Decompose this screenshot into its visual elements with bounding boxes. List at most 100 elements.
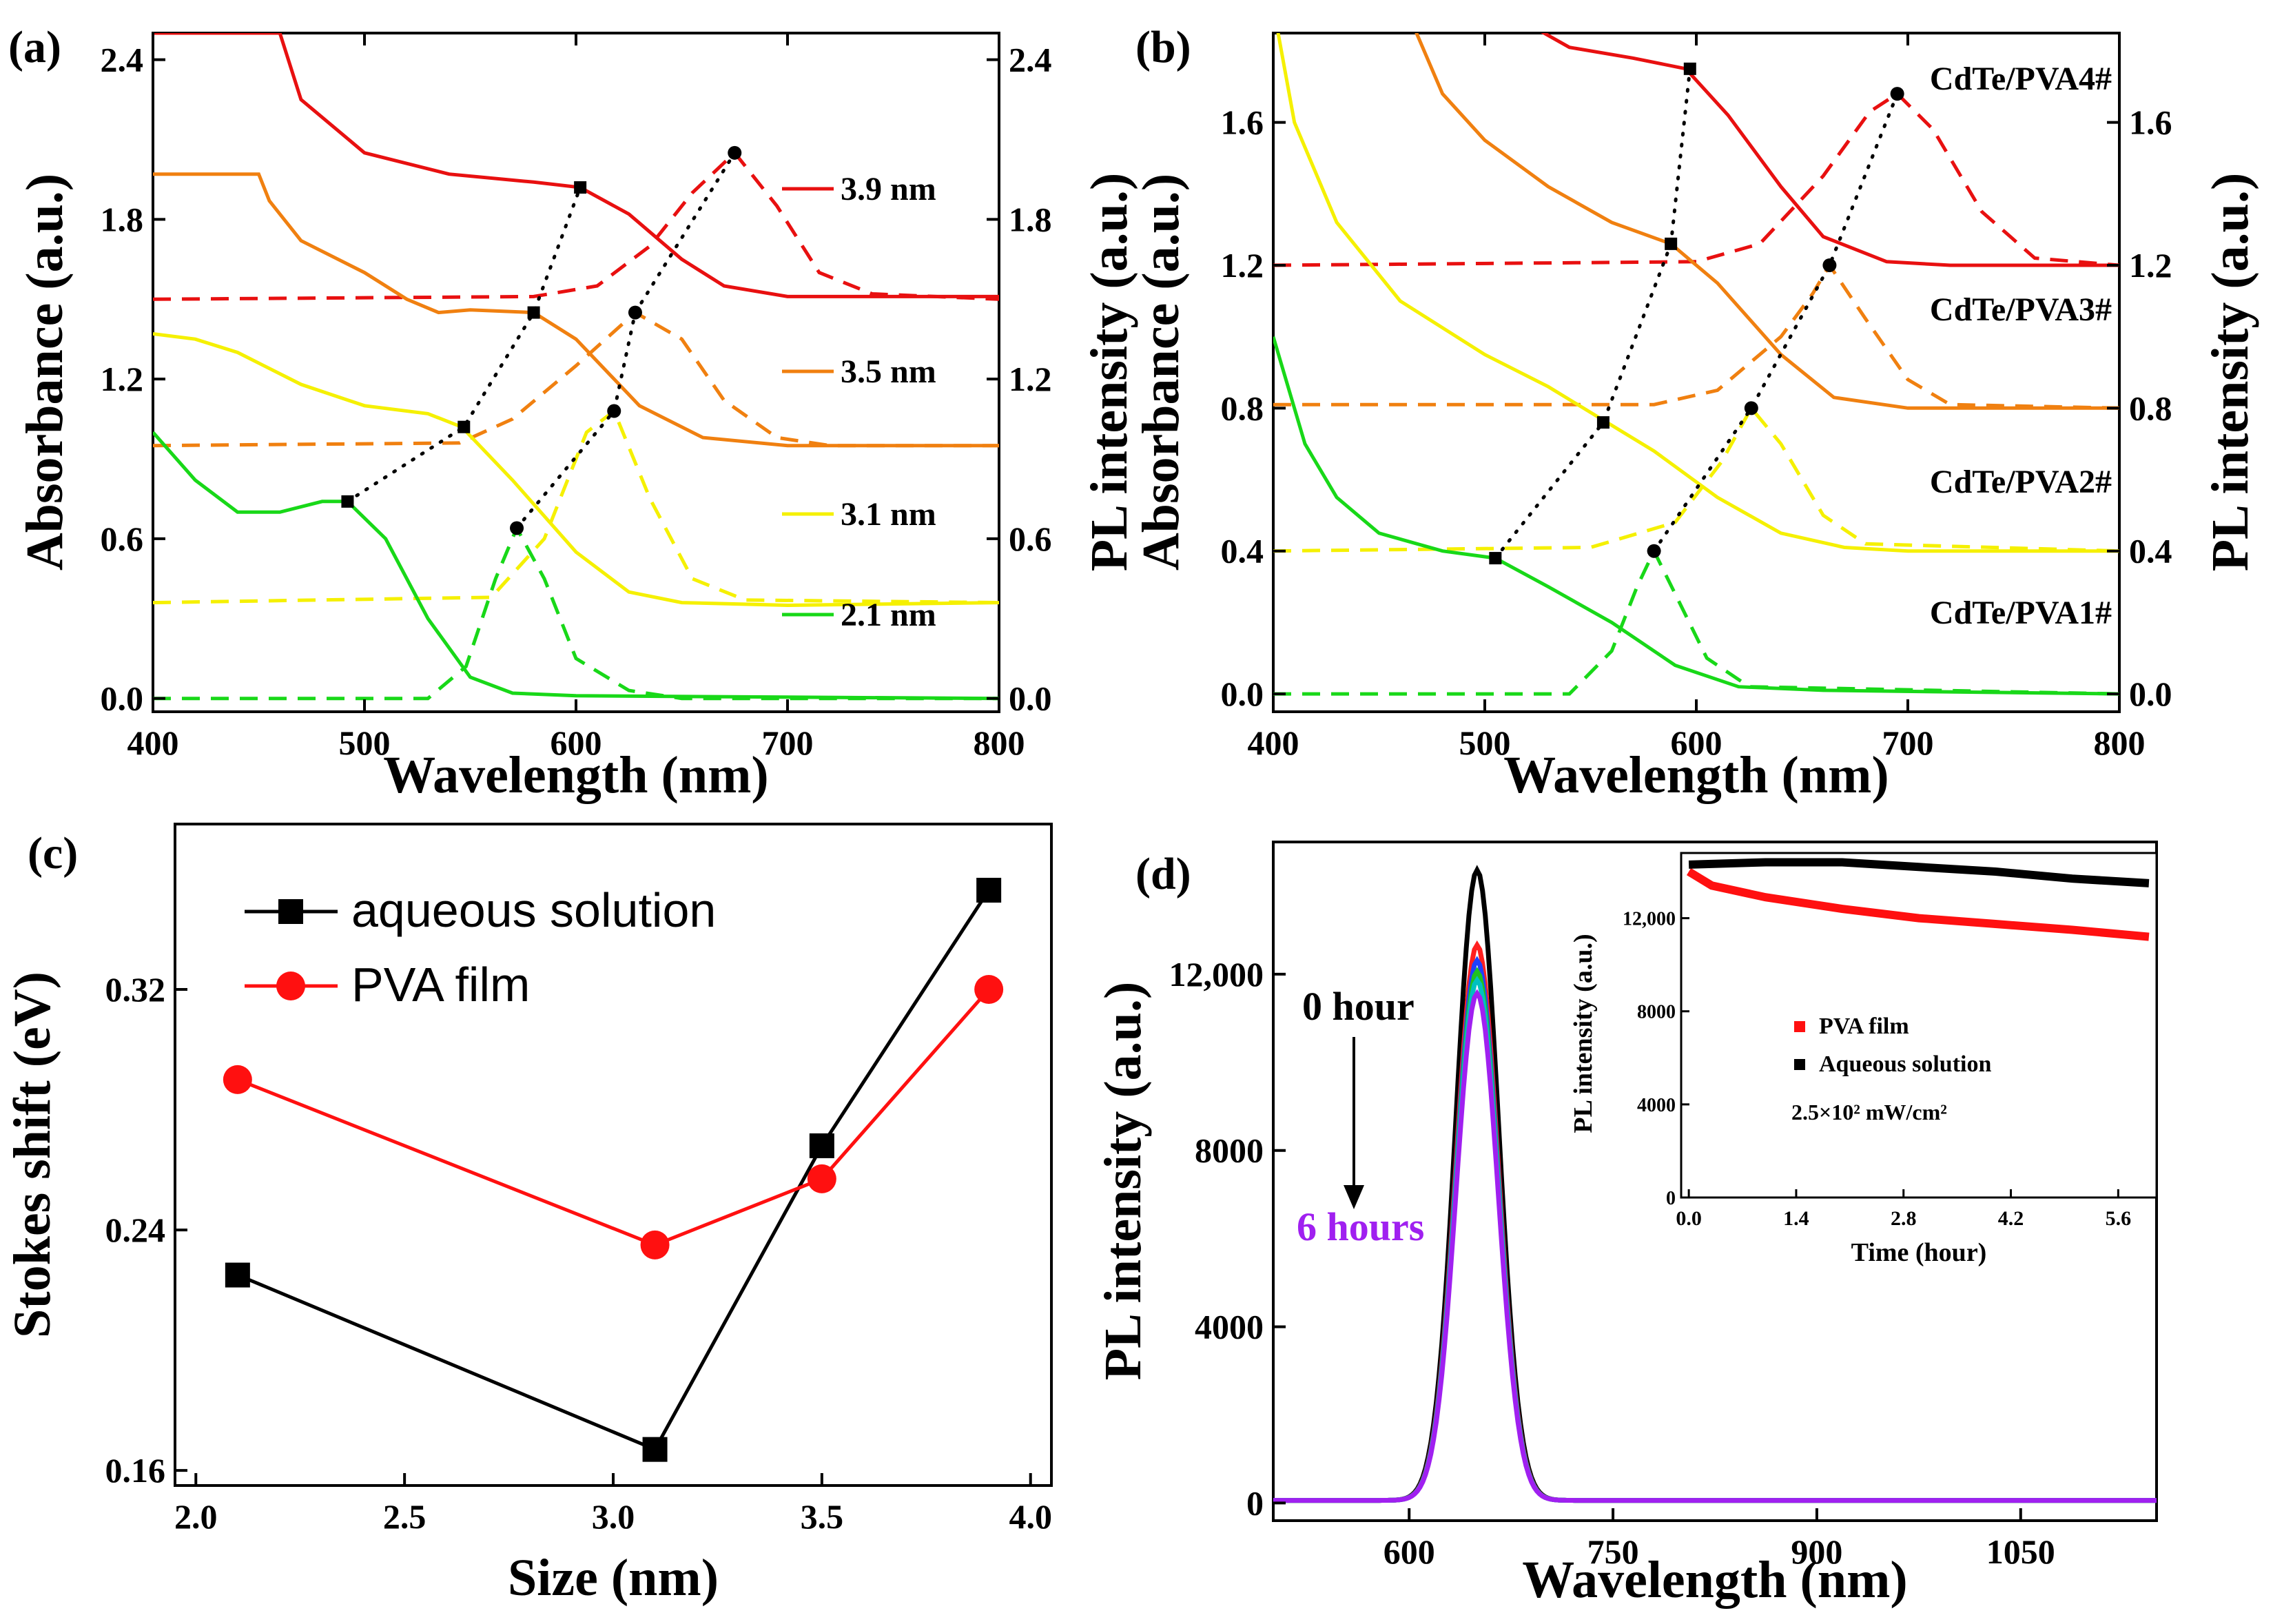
panel-a-y-tick-label: 0.6 — [101, 520, 144, 558]
panel-c-legend-label-1: PVA film — [351, 958, 530, 1011]
panel-b-absorption-peak-trend — [1493, 67, 1692, 560]
panel-d: (d) 600 750 900 1050 0 4000 8000 12,000 Wavelen… — [1094, 841, 2158, 1609]
panel-c-series-line-0 — [236, 889, 991, 1452]
panel-b-absorption-peak-marker-3 — [1683, 62, 1696, 75]
time-start-annotation: 0 hour — [1302, 984, 1415, 1029]
panel-d-y-tick-label: 4000 — [1195, 1308, 1264, 1346]
panel-b-emission-peak-marker-2 — [1822, 258, 1837, 272]
panel-c-series-line-1 — [236, 988, 990, 1247]
panel-d-spectrum-5 — [1273, 989, 2157, 1503]
panel-a-absorption-peak-marker-3 — [574, 181, 587, 194]
panel-c-legend-marker-0 — [278, 899, 303, 924]
panel-a-absorption-peak-marker-0 — [341, 495, 354, 508]
panel-a-legend-label-0: 3.9 nm — [841, 171, 936, 207]
panel-a-label: (a) — [8, 22, 61, 72]
panel-a-y-right-tick-label: 1.2 — [1009, 360, 1052, 398]
panel-b-emission-peak-marker-0 — [1647, 544, 1661, 558]
panel-c-y-tick-label: 0.16 — [105, 1451, 166, 1490]
panel-d-y-tick-label: 12,000 — [1169, 955, 1264, 994]
panel-b-absorbance-curve-0 — [1540, 33, 2119, 267]
inset-ticks: 0.0 1.4 2.8 4.2 5.6 0 4000 8000 12,000 — [1623, 909, 2131, 1230]
panel-a-absorption-peak-marker-1 — [457, 420, 471, 433]
panel-c-y-axis-label: Stokes shift (eV) — [3, 972, 61, 1338]
panel-a-y-axis-label: Absorbance (a.u.) — [16, 174, 74, 571]
panel-c-marker-1-3 — [974, 975, 1004, 1004]
inset-x-tick-label: 4.2 — [1998, 1207, 2024, 1230]
panel-b-pl-curve-0 — [1273, 91, 2119, 267]
inset-y-tick-label: 8000 — [1637, 1002, 1676, 1023]
panel-a-absorption-peak-trend — [345, 185, 582, 504]
panel-a-legend-label-1: 3.5 nm — [841, 353, 936, 390]
panel-d-label: (d) — [1135, 849, 1191, 899]
panel-c: (c) 2.0 2.5 3.0 3.5 4.0 0.16 0.24 0.32 Size (nm… — [3, 823, 1053, 1607]
panel-b-y-right-tick-label: 0.0 — [2129, 675, 2172, 713]
inset-legend-marker-1 — [1794, 1059, 1805, 1070]
inset-axes-frame — [1680, 852, 2158, 1199]
panel-a-emission-peak-marker-2 — [628, 305, 642, 320]
panel-c-marker-0-1 — [642, 1437, 668, 1462]
inset-legend-marker-0 — [1794, 1021, 1805, 1032]
inset-y-axis-label: PL intensity (a.u.) — [1569, 934, 1598, 1133]
panel-b-legend-label-0: CdTe/PVA4# — [1930, 61, 2112, 97]
panel-b-y-right-tick-label: 1.2 — [2129, 246, 2172, 285]
panel-a-x-tick-label: 600 — [551, 723, 602, 762]
panel-d-x-tick-label: 1050 — [1986, 1532, 2055, 1571]
inset-y-tick-label: 4000 — [1637, 1095, 1676, 1116]
inset-plot-area — [1686, 858, 2150, 941]
panel-a-y-tick-label: 1.2 — [101, 360, 144, 398]
panel-d-x-tick-label: 600 — [1384, 1532, 1435, 1571]
panel-b: (b) 400 500 600 700 800 0.0 0.4 0.8 1.2 1.6 0.0 0.4… — [1132, 22, 2259, 804]
panel-a-plot-area — [153, 33, 999, 701]
panel-a-y-right-tick-label: 1.8 — [1009, 200, 1052, 238]
panel-b-absorption-peak-marker-2 — [1665, 237, 1678, 250]
panel-b-x-tick-label: 700 — [1882, 723, 1934, 762]
panel-b-y-tick-label: 0.0 — [1221, 675, 1264, 713]
panel-b-emission-peak-marker-1 — [1744, 401, 1758, 415]
panel-b-legend-label-2: CdTe/PVA2# — [1930, 464, 2112, 500]
panel-a-pl-curve-3 — [153, 524, 999, 701]
panel-c-x-tick-label: 3.0 — [592, 1497, 635, 1536]
panel-d-y-tick-label: 0 — [1246, 1483, 1264, 1522]
panel-b-absorption-peak-marker-1 — [1596, 416, 1609, 429]
panel-c-marker-0-0 — [225, 1262, 250, 1288]
inset-x-tick-label: 0.0 — [1676, 1207, 1702, 1230]
panel-c-marker-1-1 — [640, 1230, 670, 1260]
panel-a-pl-curve-0 — [153, 150, 999, 301]
panel-b-x-tick-label: 500 — [1459, 723, 1511, 762]
inset-x-axis-label: Time (hour) — [1851, 1238, 1987, 1267]
panel-a-pl-curve-1 — [153, 310, 999, 448]
panel-c-x-tick-label: 4.0 — [1009, 1497, 1052, 1536]
panel-b-emission-peak-trend — [1652, 92, 1900, 553]
panel-c-marker-1-0 — [223, 1065, 252, 1094]
inset-x-tick-label: 1.4 — [1783, 1207, 1809, 1230]
panel-b-absorption-peak-marker-0 — [1489, 552, 1502, 565]
panel-b-pl-curve-2 — [1273, 404, 2119, 553]
panel-c-x-tick-label: 2.5 — [383, 1497, 426, 1536]
panel-d-x-tick-label: 750 — [1587, 1532, 1639, 1571]
panel-a-absorption-peak-marker-2 — [527, 306, 540, 319]
inset-series-0 — [1686, 867, 2150, 941]
panel-c-marker-0-2 — [809, 1133, 834, 1158]
panel-c-ticks: 2.0 2.5 3.0 3.5 4.0 0.16 0.24 0.32 — [105, 970, 1052, 1536]
panel-b-label: (b) — [1135, 22, 1191, 72]
panel-a-emission-peak-marker-1 — [607, 404, 621, 418]
inset-y-tick-label: 0 — [1666, 1188, 1676, 1209]
panel-c-legend-marker-1 — [276, 972, 305, 1000]
inset-x-tick-label: 5.6 — [2106, 1207, 2132, 1230]
panel-a-x-axis-label: Wavelength (nm) — [383, 746, 768, 804]
panel-b-y-right-axis-label: PL intensity (a.u.) — [2201, 173, 2259, 572]
panel-a-y-tick-label: 1.8 — [101, 200, 144, 238]
panel-d-ticks: 600 750 900 1050 0 4000 8000 12,000 — [1169, 955, 2055, 1571]
panel-b-y-right-tick-label: 0.4 — [2129, 532, 2172, 571]
time-end-annotation: 6 hours — [1297, 1204, 1424, 1249]
panel-c-y-tick-label: 0.24 — [105, 1211, 166, 1249]
down-arrow-icon — [1344, 1185, 1364, 1209]
inset-legend-label-1: Aqueous solution — [1819, 1051, 1991, 1077]
panel-c-x-tick-label: 3.5 — [801, 1497, 844, 1536]
panel-c-x-axis-label: Size (nm) — [508, 1549, 719, 1607]
inset-chart: 0.0 1.4 2.8 4.2 5.6 0 4000 8000 12,000 Time (hou… — [1569, 852, 2158, 1267]
panel-b-legend-label-1: CdTe/PVA3# — [1930, 291, 2112, 328]
panel-a-legend-label-3: 2.1 nm — [841, 597, 936, 633]
panel-a-y-tick-label: 0.0 — [101, 679, 144, 718]
